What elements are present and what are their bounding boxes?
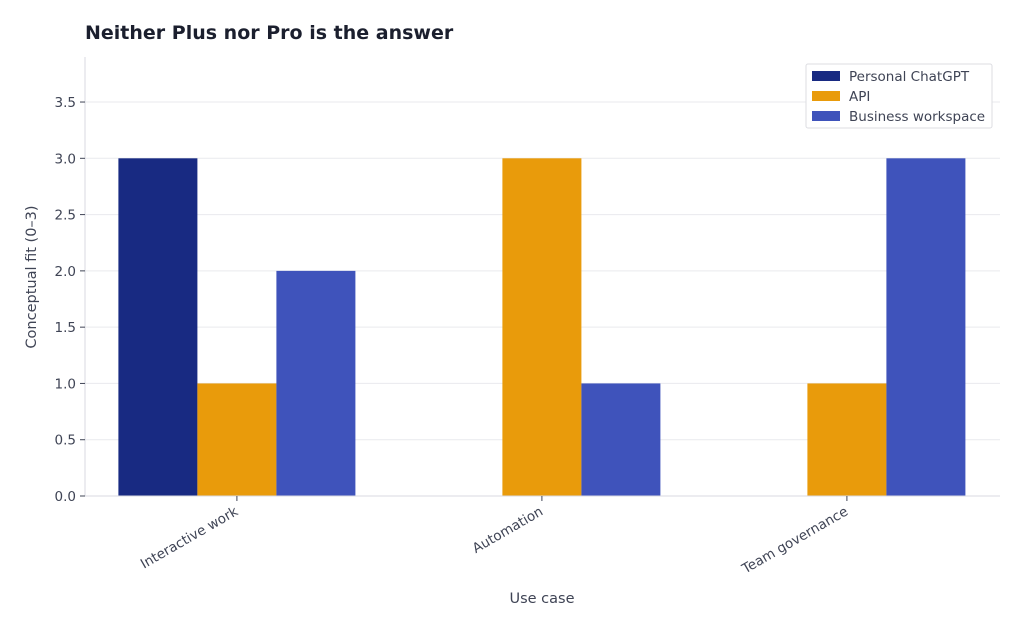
x-axis-label: Use case: [509, 591, 574, 607]
y-tick-label: 3.0: [55, 151, 76, 167]
bar-business-workspace: [886, 158, 966, 497]
y-axis-label: Conceptual fit (0–3): [24, 205, 40, 348]
x-axis-ticks: Interactive work Automation Team governanc…: [138, 496, 851, 578]
bar-business-workspace: [581, 383, 661, 496]
legend: Personal ChatGPT API Business workspace: [805, 63, 993, 129]
legend-swatch: [812, 71, 840, 81]
axes: [84, 57, 1000, 497]
y-tick-label: 3.5: [55, 95, 76, 111]
y-tick-label: 2.0: [55, 264, 76, 280]
bar-personal-chatgpt: [118, 158, 198, 497]
y-tick-label: 1.5: [55, 320, 76, 336]
legend-label: Business workspace: [849, 109, 985, 125]
x-tick-label: Automation: [470, 504, 546, 557]
x-tick-label: Team governance: [739, 504, 851, 578]
bar-api: [197, 383, 277, 496]
y-tick-label: 1.0: [55, 376, 76, 392]
x-tick-label: Interactive work: [138, 504, 241, 573]
bar-api: [502, 158, 582, 497]
legend-label: API: [849, 89, 870, 105]
chart-title: Neither Plus nor Pro is the answer: [85, 22, 454, 44]
bar-api: [807, 383, 887, 496]
bars: [118, 158, 966, 497]
bar-business-workspace: [276, 270, 356, 496]
legend-swatch: [812, 91, 840, 101]
legend-label: Personal ChatGPT: [849, 69, 970, 85]
y-tick-label: 0.5: [55, 433, 76, 449]
legend-swatch: [812, 111, 840, 121]
y-tick-label: 0.0: [55, 489, 76, 505]
legend-box: [805, 63, 993, 129]
y-axis-ticks: 0.0 0.5 1.0 1.5 2.0 2.5 3.0 3.5: [55, 95, 85, 505]
y-tick-label: 2.5: [55, 208, 76, 224]
